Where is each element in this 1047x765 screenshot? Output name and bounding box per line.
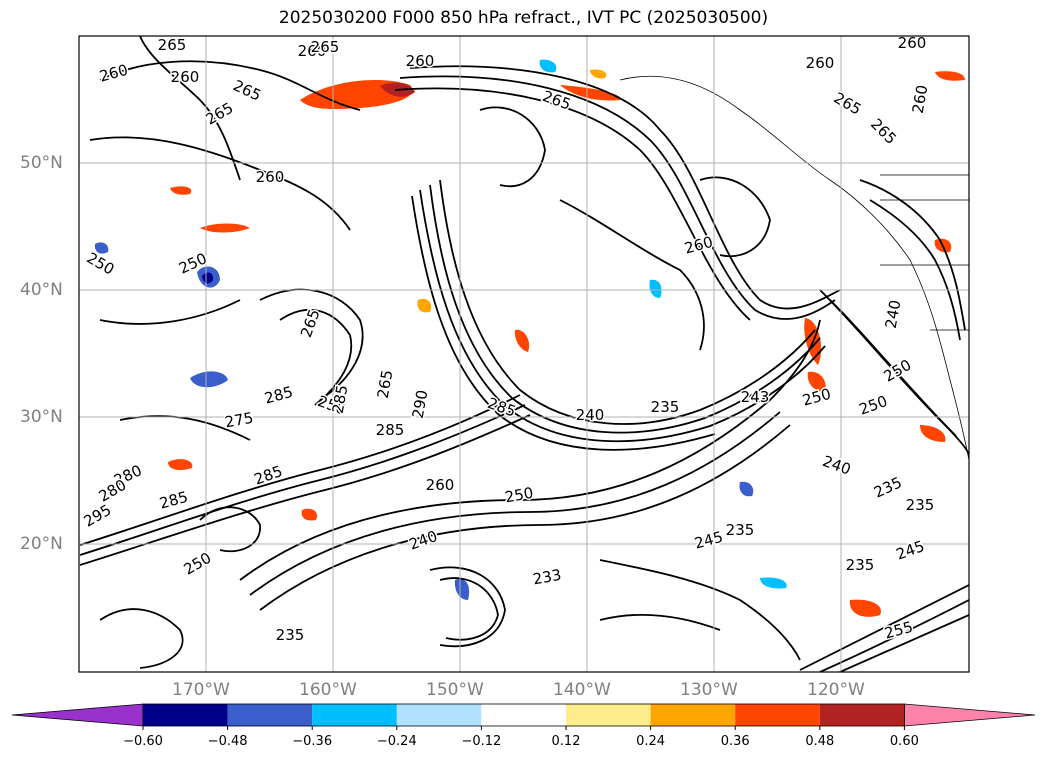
colorbar-box xyxy=(819,704,905,726)
contour-label: 233 xyxy=(531,566,562,589)
map-frame xyxy=(78,35,970,673)
contour-label: 285 xyxy=(376,421,405,439)
colorbar-tick-label: −0.24 xyxy=(376,734,417,749)
contour-label: 255 xyxy=(883,618,915,643)
contour-label: 260 xyxy=(256,168,285,186)
colorbar-box xyxy=(143,704,228,726)
colorbar-extend-low xyxy=(11,703,144,727)
gridlines xyxy=(79,36,969,672)
plot-title: 2025030200 F000 850 hPa refract., IVT PC… xyxy=(278,8,769,28)
lon-label-140w: 140°W xyxy=(553,680,611,700)
lat-label-40: 40°N xyxy=(20,280,63,300)
colorbar-tick-label: −0.12 xyxy=(461,734,502,749)
colorbar-tick-label: −0.60 xyxy=(123,734,163,749)
lat-label-30: 30°N xyxy=(20,407,63,427)
colorbar-box xyxy=(396,704,482,726)
lon-label-150w: 150°W xyxy=(426,680,484,700)
colorbar-tick-label: −0.48 xyxy=(207,734,248,749)
contour-label: 240 xyxy=(576,406,605,424)
contour-label: 235 xyxy=(651,398,680,416)
lon-label-170w: 170°W xyxy=(172,680,230,700)
colorbar-tick-label: −0.36 xyxy=(292,734,333,749)
colorbar-tick-label: 0.12 xyxy=(551,734,581,749)
shaded-anomalies xyxy=(94,59,965,617)
lon-label-160w: 160°W xyxy=(299,680,357,700)
contour-label: 260 xyxy=(426,476,455,494)
colorbar-box xyxy=(735,704,820,726)
colorbar-box xyxy=(312,704,397,726)
colorbar-tick-label: 0.24 xyxy=(636,734,666,749)
lon-label-120w: 120°W xyxy=(807,680,865,700)
contour-label: 265 xyxy=(158,36,187,54)
colorbar-tick-label: 0.60 xyxy=(889,734,919,749)
contour-label: 243 xyxy=(741,388,770,406)
colorbar-tick-label: 0.48 xyxy=(805,734,835,749)
contour-label: 235 xyxy=(726,521,755,539)
lat-label-20: 20°N xyxy=(20,534,63,554)
lat-label-50: 50°N xyxy=(20,153,63,173)
contour-label: 260 xyxy=(806,54,835,72)
contour-label: 265 xyxy=(311,38,340,56)
contour-label: 260 xyxy=(406,52,435,70)
contour-label: 235 xyxy=(276,626,305,644)
colorbar-extend-high xyxy=(904,703,1036,727)
colorbar-box xyxy=(227,704,313,726)
refractivity-contours xyxy=(79,36,969,672)
contour-label: 260 xyxy=(171,68,200,86)
contour-label: 235 xyxy=(906,496,935,514)
colorbar-boxes xyxy=(11,703,1036,730)
colorbar-box xyxy=(566,704,651,726)
lon-label-130w: 130°W xyxy=(680,680,738,700)
contour-label: 235 xyxy=(846,556,875,574)
colorbar xyxy=(11,703,1036,730)
contour-label: 260 xyxy=(898,34,927,52)
colorbar-box xyxy=(650,704,736,726)
coastline xyxy=(619,75,969,461)
contour-label: 260 xyxy=(298,42,327,60)
colorbar-outline xyxy=(142,703,905,727)
colorbar-tick-label: 0.36 xyxy=(720,734,750,749)
colorbar-box xyxy=(481,704,566,726)
